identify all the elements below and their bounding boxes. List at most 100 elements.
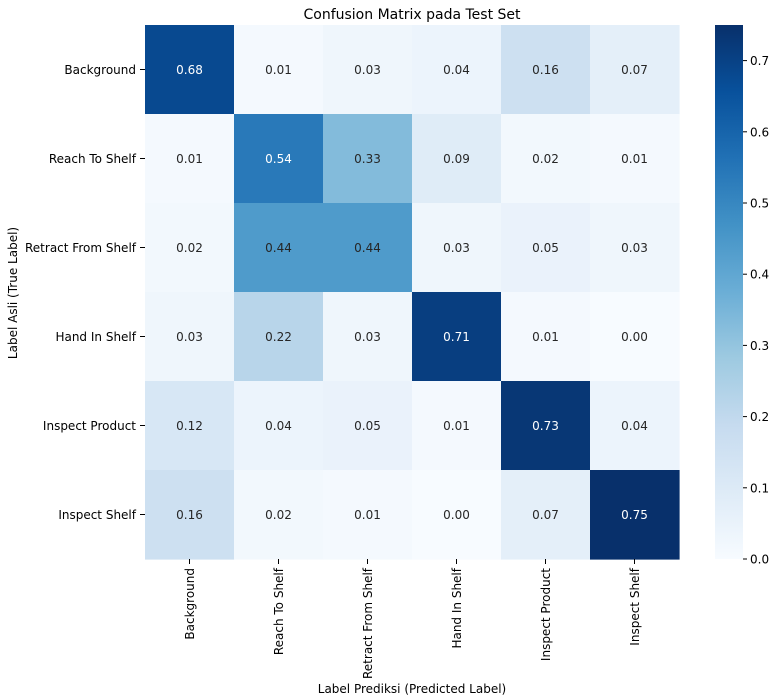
x-tick-label: Background — [183, 568, 197, 640]
cell-value-label: 0.07 — [532, 508, 559, 522]
heatmap-cell — [412, 381, 502, 471]
x-tick-label: Reach To Shelf — [272, 567, 286, 655]
heatmap-cell — [501, 470, 591, 560]
heatmap-cell — [501, 25, 591, 115]
cell-value-label: 0.01 — [621, 152, 648, 166]
heatmap-cell — [590, 470, 680, 560]
cell-value-label: 0.68 — [176, 63, 203, 77]
heatmap-cell — [412, 292, 502, 382]
x-tick-label: Retract From Shelf — [361, 567, 375, 679]
cell-value-label: 0.03 — [443, 241, 470, 255]
colorbar-tick-label: 0.2 — [750, 410, 769, 424]
cell-value-label: 0.05 — [354, 419, 381, 433]
heatmap-cell — [323, 114, 413, 204]
heatmap-cell — [501, 381, 591, 471]
cell-value-label: 0.16 — [532, 63, 559, 77]
heatmap-cell — [590, 381, 680, 471]
cell-value-label: 0.01 — [265, 63, 292, 77]
heatmap-cell — [234, 25, 324, 115]
cell-value-label: 0.54 — [265, 152, 292, 166]
heatmap-cell — [145, 114, 235, 204]
heatmap-cell — [412, 470, 502, 560]
x-axis-ticks: Background Reach To Shelf Retract From She… — [183, 559, 642, 679]
cell-value-label: 0.04 — [265, 419, 292, 433]
y-tick-label: Retract From Shelf — [25, 241, 137, 255]
heatmap-cell — [323, 381, 413, 471]
heatmap-cell — [323, 470, 413, 560]
heatmap-cell — [323, 203, 413, 293]
cell-value-label: 0.73 — [532, 419, 559, 433]
heatmap-cell — [145, 381, 235, 471]
colorbar-tick-label: 0.5 — [750, 197, 769, 211]
heatmap-cell — [234, 292, 324, 382]
heatmap-cell — [590, 203, 680, 293]
cell-value-label: 0.01 — [443, 419, 470, 433]
cell-value-label: 0.07 — [621, 63, 648, 77]
heatmap-cell — [501, 292, 591, 382]
cell-value-label: 0.01 — [176, 152, 203, 166]
cell-value-label: 0.03 — [354, 63, 381, 77]
x-axis-label: Label Prediksi (Predicted Label) — [318, 682, 506, 696]
heatmap-cells: 0.68 0.01 0.03 0.04 0.16 0.07 0.01 0.54 0.33 0.09… — [145, 25, 680, 560]
cell-value-label: 0.33 — [354, 152, 381, 166]
heatmap-cell — [234, 114, 324, 204]
cell-value-label: 0.71 — [443, 330, 470, 344]
y-tick-label: Inspect Product — [43, 419, 136, 433]
y-axis-label: Label Asli (True Label) — [6, 227, 20, 359]
cell-value-label: 0.44 — [265, 241, 292, 255]
x-tick-label: Inspect Product — [539, 568, 553, 661]
heatmap-cell — [501, 114, 591, 204]
y-tick-label: Hand In Shelf — [55, 330, 136, 344]
colorbar-tick-label: 0.6 — [750, 125, 769, 139]
colorbar-tick-label: 0.0 — [750, 553, 769, 567]
heatmap-cell — [412, 203, 502, 293]
colorbar-tick-label: 0.4 — [750, 268, 769, 282]
heatmap-cell — [501, 203, 591, 293]
heatmap-cell — [412, 114, 502, 204]
heatmap-cell — [145, 203, 235, 293]
heatmap-cell — [590, 114, 680, 204]
cell-value-label: 0.00 — [621, 330, 648, 344]
cell-value-label: 0.03 — [176, 330, 203, 344]
heatmap-cell — [323, 25, 413, 115]
heatmap-cell — [234, 470, 324, 560]
heatmap-cell — [590, 292, 680, 382]
cell-value-label: 0.03 — [354, 330, 381, 344]
heatmap-cell — [145, 470, 235, 560]
cell-value-label: 0.75 — [621, 508, 648, 522]
heatmap-cell — [590, 25, 680, 115]
cell-value-label: 0.05 — [532, 241, 559, 255]
colorbar-tick-label: 0.3 — [750, 339, 769, 353]
heatmap-cell — [234, 203, 324, 293]
cell-value-label: 0.02 — [532, 152, 559, 166]
y-tick-label: Reach To Shelf — [49, 152, 137, 166]
y-tick-label: Inspect Shelf — [58, 508, 136, 522]
cell-value-label: 0.22 — [265, 330, 292, 344]
cell-value-label: 0.44 — [354, 241, 381, 255]
cell-value-label: 0.02 — [176, 241, 203, 255]
y-tick-label: Background — [64, 63, 136, 77]
cell-value-label: 0.04 — [443, 63, 470, 77]
heatmap-cell — [412, 25, 502, 115]
colorbar-tick-label: 0.7 — [750, 54, 769, 68]
x-tick-label: Hand In Shelf — [450, 567, 464, 648]
heatmap-cell — [323, 292, 413, 382]
heatmap-cell — [145, 292, 235, 382]
heatmap-cell — [145, 25, 235, 115]
cell-value-label: 0.01 — [532, 330, 559, 344]
cell-value-label: 0.03 — [621, 241, 648, 255]
cell-value-label: 0.00 — [443, 508, 470, 522]
cell-value-label: 0.09 — [443, 152, 470, 166]
cell-value-label: 0.04 — [621, 419, 648, 433]
cell-value-label: 0.12 — [176, 419, 203, 433]
colorbar-tick-label: 0.1 — [750, 481, 769, 495]
heatmap-cell — [234, 381, 324, 471]
colorbar-ticks: 0.0 0.1 0.2 0.3 0.4 0.5 0.6 0.7 — [743, 54, 769, 567]
y-axis-ticks: Background Reach To Shelf Retract From She… — [25, 63, 145, 522]
chart-title: Confusion Matrix pada Test Set — [303, 7, 521, 23]
cell-value-label: 0.02 — [265, 508, 292, 522]
cell-value-label: 0.16 — [176, 508, 203, 522]
x-tick-label: Inspect Shelf — [628, 567, 642, 645]
